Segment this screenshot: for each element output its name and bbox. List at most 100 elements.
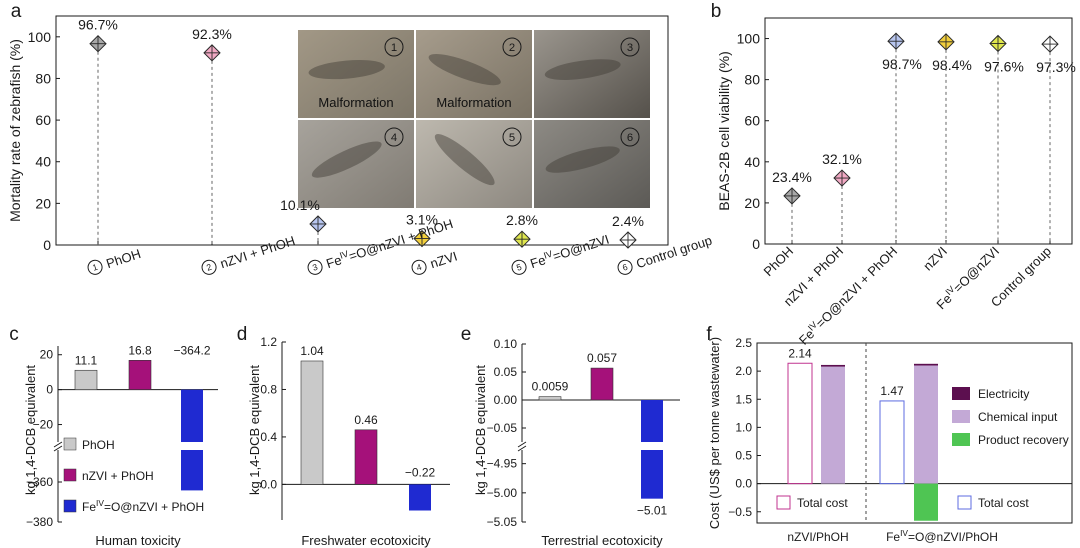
y-tick-label: −0.5 bbox=[728, 505, 752, 519]
circle-number: 2 bbox=[205, 262, 213, 273]
legend-swatch bbox=[63, 468, 77, 482]
y-axis-title: kg 1,4-DCB equivalent bbox=[247, 365, 262, 495]
circle-number: 5 bbox=[509, 132, 515, 144]
bar bbox=[641, 400, 663, 442]
circle-number: 1 bbox=[91, 262, 99, 273]
product-recovery-bar bbox=[914, 483, 938, 521]
photo-label: Malformation bbox=[318, 95, 393, 110]
circle-outline bbox=[502, 127, 522, 147]
y-axis-title: BEAS-2B cell viability (%) bbox=[716, 51, 732, 211]
y-tick-label: 60 bbox=[744, 113, 760, 129]
y-tick-label: 80 bbox=[744, 72, 760, 88]
legend-label: Total cost bbox=[978, 496, 1029, 510]
y-tick-label: 1.5 bbox=[735, 392, 752, 406]
value-label: 11.1 bbox=[75, 353, 98, 367]
legend-swatch bbox=[952, 433, 970, 446]
y-axis-title: kg 1,4-DCB equivalent bbox=[473, 365, 488, 495]
legend-swatch bbox=[63, 437, 77, 451]
bar bbox=[409, 484, 431, 511]
panel-letter: b bbox=[711, 1, 722, 22]
panel-a: a 0 20 40 60 80 100 Mortality rate of zebrafish… bbox=[7, 1, 714, 275]
circle-outline bbox=[617, 259, 633, 275]
y-tick-label: 0.00 bbox=[494, 393, 518, 407]
legend-swatch-hollow bbox=[957, 495, 972, 510]
y-tick-label: 0 bbox=[46, 383, 53, 397]
y-tick-label: −380 bbox=[26, 515, 53, 529]
panel-letter: a bbox=[11, 1, 22, 22]
diamond-marker bbox=[937, 33, 955, 51]
diamond-marker bbox=[89, 34, 107, 53]
inset-photo-grid: 1 Malformation 2 Malformation 3 4 5 6 bbox=[298, 30, 650, 208]
y-tick-label: 0.0 bbox=[260, 477, 277, 491]
y-tick-label: −5.00 bbox=[487, 486, 518, 500]
diamond-marker bbox=[619, 231, 637, 249]
numbered-circle-icon: 6 bbox=[617, 259, 633, 275]
break-slash bbox=[53, 441, 63, 448]
category-text: nZVI + PhOH bbox=[218, 233, 297, 271]
circle-number: 4 bbox=[415, 262, 423, 273]
panel-letter: c bbox=[9, 324, 19, 345]
zebrafish-silhouette bbox=[311, 141, 382, 178]
plot-frame bbox=[764, 17, 1073, 245]
x-category-label: nZVI bbox=[920, 244, 950, 274]
diamond-marker bbox=[203, 44, 221, 62]
circle-outline bbox=[201, 259, 217, 275]
numbered-circle-icon: 6 bbox=[620, 127, 640, 147]
zebrafish-photo bbox=[298, 30, 414, 118]
numbered-circle-icon: 5 bbox=[502, 127, 522, 147]
diamond-marker bbox=[513, 230, 531, 248]
bar bbox=[74, 369, 98, 390]
value-label: −364.2 bbox=[173, 344, 210, 358]
x-group-label: FeIV=O@nZVI/PhOH bbox=[886, 528, 998, 544]
value-label: 3.1% bbox=[406, 212, 438, 228]
panel-d: d kg 1,4-DCB equivalent 1.2 0.8 0.4 0.0 1.04 0.… bbox=[237, 324, 450, 548]
y-tick-label: 0.8 bbox=[260, 382, 277, 396]
panel-letter: e bbox=[461, 324, 472, 345]
value-label: 0.46 bbox=[354, 413, 378, 427]
bar bbox=[538, 396, 562, 401]
legend-swatch bbox=[952, 387, 970, 400]
numbered-circle-icon: 3 bbox=[620, 37, 640, 57]
numbered-circle-icon: 5 bbox=[511, 259, 527, 275]
circle-number: 1 bbox=[391, 42, 397, 54]
legend-label: Chemical input bbox=[978, 410, 1058, 424]
value-label: 98.4% bbox=[932, 57, 972, 73]
y-tick-label: 2.5 bbox=[735, 336, 752, 350]
circle-number: 3 bbox=[627, 42, 633, 54]
y-tick-label: 0 bbox=[752, 236, 760, 252]
y-tick-label: 2.0 bbox=[735, 364, 752, 378]
zebrafish-silhouette bbox=[428, 54, 501, 86]
value-label: 97.3% bbox=[1036, 59, 1076, 75]
numbered-circle-icon: 1 bbox=[87, 259, 103, 275]
diamond-marker bbox=[989, 34, 1007, 53]
y-tick-label: 20 bbox=[35, 195, 51, 211]
plot-frame bbox=[55, 15, 669, 246]
legend-label: FeIV=O@nZVI + PhOH bbox=[82, 498, 204, 514]
zebrafish-silhouette bbox=[545, 146, 620, 173]
chemical-input-bar bbox=[821, 366, 845, 484]
y-tick-label: 100 bbox=[737, 31, 761, 47]
zebrafish-silhouette bbox=[544, 59, 621, 80]
value-label: 1.04 bbox=[300, 344, 324, 358]
numbered-circle-icon: 3 bbox=[307, 259, 323, 275]
category-text: FeIV=O@nZVI bbox=[528, 231, 611, 272]
diamond-marker bbox=[1041, 35, 1059, 53]
y-tick-label: 1.2 bbox=[260, 335, 277, 349]
bar bbox=[181, 450, 203, 491]
legend-label: Electricity bbox=[978, 387, 1029, 401]
zebrafish-photo bbox=[298, 120, 414, 208]
legend-label: Product recovery bbox=[978, 433, 1069, 447]
zebrafish-photo bbox=[416, 120, 532, 208]
x-axis-title: Human toxicity bbox=[95, 533, 181, 548]
value-label: 98.7% bbox=[882, 56, 922, 72]
circle-number: 6 bbox=[621, 262, 629, 273]
x-axis-title: Freshwater ecotoxicity bbox=[301, 533, 431, 548]
y-tick-label: 20 bbox=[40, 348, 54, 362]
chemical-input-bar bbox=[914, 365, 938, 484]
circle-outline bbox=[502, 37, 522, 57]
numbered-circle-icon: 2 bbox=[502, 37, 522, 57]
y-tick-label: −4.95 bbox=[487, 457, 518, 471]
total-cost-bar bbox=[787, 362, 813, 485]
value-label: 96.7% bbox=[78, 17, 118, 33]
